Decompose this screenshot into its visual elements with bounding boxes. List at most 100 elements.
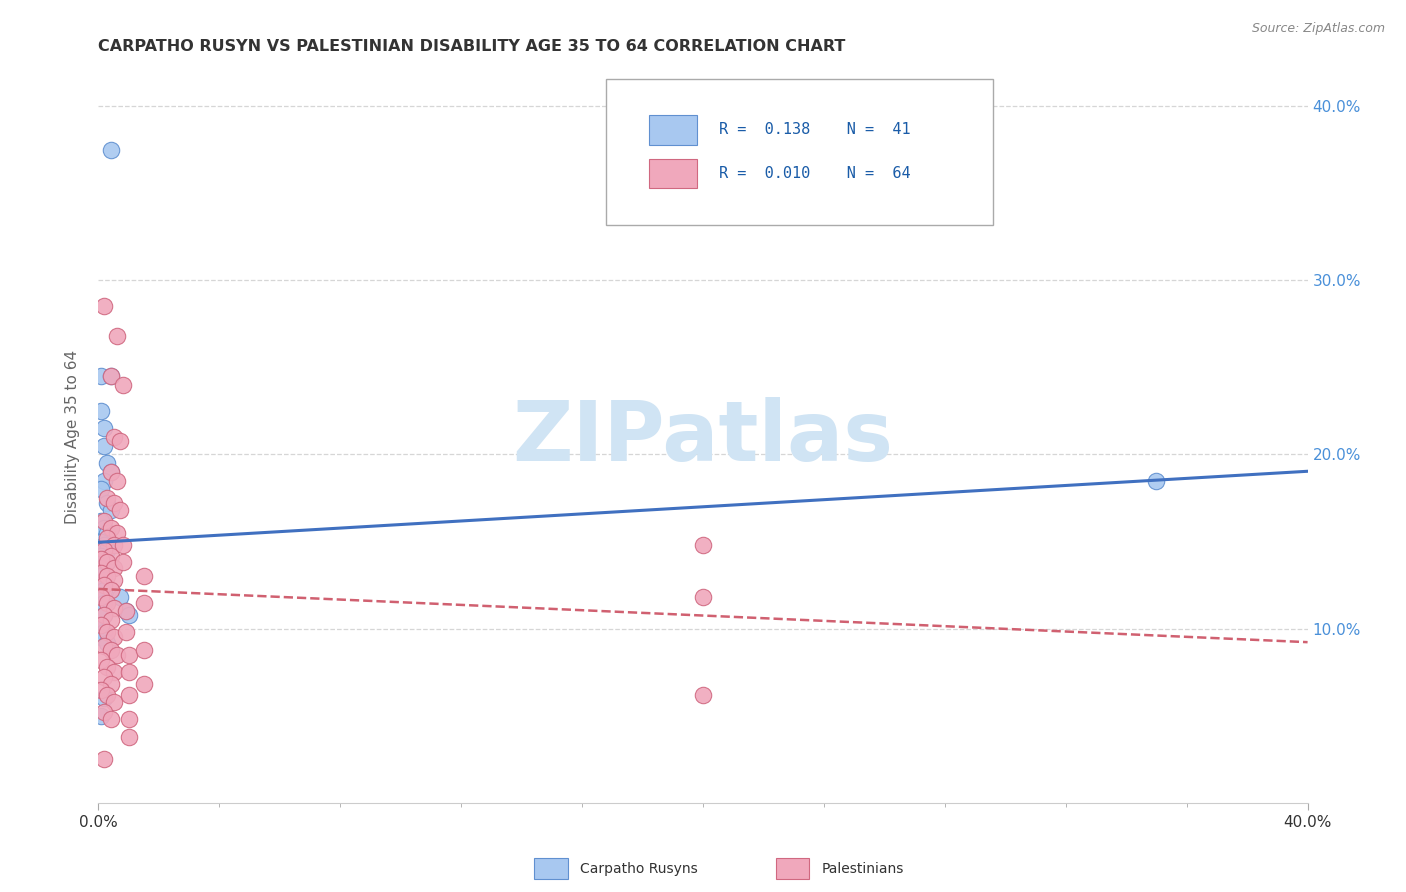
Point xyxy=(93,639,115,653)
Point xyxy=(90,552,112,566)
Point xyxy=(96,525,118,540)
Point xyxy=(90,534,112,549)
Point xyxy=(93,439,115,453)
Point xyxy=(103,665,125,680)
Point xyxy=(105,525,128,540)
Point xyxy=(100,583,122,598)
Point xyxy=(96,531,118,545)
Point xyxy=(96,556,118,570)
Point xyxy=(108,434,131,448)
Point xyxy=(111,538,134,552)
Point xyxy=(93,474,115,488)
Point xyxy=(100,369,122,384)
Point xyxy=(100,712,122,726)
Point xyxy=(100,465,122,479)
Point xyxy=(93,521,115,535)
Point xyxy=(118,665,141,680)
Point xyxy=(90,682,112,697)
Point xyxy=(96,625,118,640)
Text: R =  0.010    N =  64: R = 0.010 N = 64 xyxy=(718,166,910,181)
Point xyxy=(105,474,128,488)
Point xyxy=(132,595,155,609)
Point xyxy=(103,538,125,552)
Text: Source: ZipAtlas.com: Source: ZipAtlas.com xyxy=(1251,22,1385,36)
Point xyxy=(114,604,136,618)
Point xyxy=(90,514,112,528)
Point xyxy=(90,483,112,497)
Point xyxy=(114,604,136,618)
Point xyxy=(93,752,115,766)
Point xyxy=(692,591,714,605)
Point xyxy=(93,691,115,706)
Point xyxy=(692,538,714,552)
Bar xyxy=(534,858,568,879)
Point xyxy=(93,595,115,609)
Point xyxy=(93,300,115,314)
Point xyxy=(100,369,122,384)
Point xyxy=(118,712,141,726)
Point xyxy=(96,595,118,609)
Point xyxy=(93,670,115,684)
Point xyxy=(96,569,118,583)
Point xyxy=(90,560,112,574)
Point xyxy=(103,560,125,574)
Point xyxy=(100,677,122,691)
Point xyxy=(118,730,141,744)
Point xyxy=(103,631,125,645)
FancyBboxPatch shape xyxy=(606,78,993,225)
Point xyxy=(100,521,122,535)
Y-axis label: Disability Age 35 to 64: Disability Age 35 to 64 xyxy=(65,350,80,524)
Bar xyxy=(648,159,697,188)
Text: Palestinians: Palestinians xyxy=(821,862,904,876)
Point xyxy=(103,430,125,444)
Point xyxy=(90,631,112,645)
Point xyxy=(132,569,155,583)
Text: R =  0.138    N =  41: R = 0.138 N = 41 xyxy=(718,122,910,137)
Point xyxy=(90,604,112,618)
Point xyxy=(90,618,112,632)
Point xyxy=(111,556,134,570)
Point xyxy=(90,549,112,563)
Point xyxy=(96,688,118,702)
Point xyxy=(93,566,115,580)
Point xyxy=(90,653,112,667)
Point xyxy=(100,465,122,479)
Point xyxy=(103,600,125,615)
Point xyxy=(90,569,112,583)
Point xyxy=(111,377,134,392)
Point xyxy=(90,369,112,384)
Point xyxy=(93,607,115,622)
Point xyxy=(93,625,115,640)
Point xyxy=(1144,474,1167,488)
Point xyxy=(96,491,118,505)
Point xyxy=(114,625,136,640)
Point xyxy=(118,607,141,622)
Point xyxy=(96,456,118,470)
Bar xyxy=(776,858,810,879)
Point xyxy=(118,688,141,702)
Point xyxy=(100,549,122,563)
Point xyxy=(93,552,115,566)
Point xyxy=(93,421,115,435)
Text: CARPATHO RUSYN VS PALESTINIAN DISABILITY AGE 35 TO 64 CORRELATION CHART: CARPATHO RUSYN VS PALESTINIAN DISABILITY… xyxy=(98,38,846,54)
Point xyxy=(90,404,112,418)
Point xyxy=(103,573,125,587)
Text: Carpatho Rusyns: Carpatho Rusyns xyxy=(579,862,697,876)
Point xyxy=(96,635,118,649)
Point xyxy=(108,591,131,605)
Point xyxy=(90,708,112,723)
Point xyxy=(90,618,112,632)
Point xyxy=(96,496,118,510)
Point xyxy=(93,573,115,587)
Point xyxy=(103,695,125,709)
Point xyxy=(108,503,131,517)
Point xyxy=(93,607,115,622)
Point xyxy=(103,496,125,510)
Text: ZIPatlas: ZIPatlas xyxy=(513,397,893,477)
Point xyxy=(96,556,118,570)
Point xyxy=(90,566,112,580)
Point xyxy=(692,688,714,702)
Bar xyxy=(648,115,697,145)
Point xyxy=(100,143,122,157)
Point xyxy=(96,543,118,558)
